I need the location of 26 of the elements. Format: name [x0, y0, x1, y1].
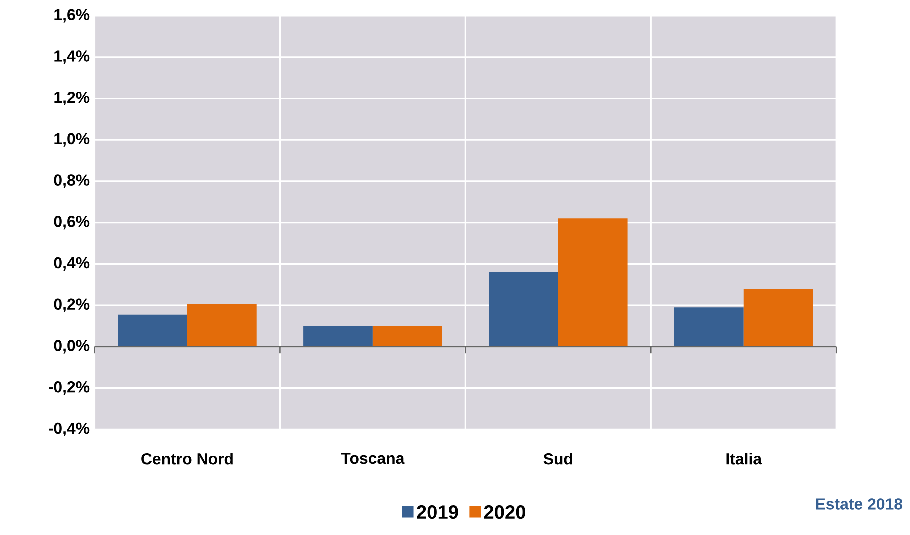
x-tick-label: Sud — [544, 453, 572, 465]
y-tick-label: 0,2% — [54, 298, 90, 312]
y-tick-label: 0,4% — [54, 257, 90, 271]
legend-label: 2020 — [484, 506, 526, 520]
bar — [304, 326, 373, 347]
legend-label: 2019 — [417, 506, 458, 520]
y-tick-label: 1,0% — [54, 133, 90, 147]
y-tick-label: 0,8% — [54, 174, 90, 188]
y-tick-label: 0,6% — [54, 216, 90, 230]
x-tick-label: Italia — [726, 453, 762, 465]
x-tick-label: Centro Nord — [142, 453, 233, 465]
bar — [187, 304, 257, 347]
bar — [372, 326, 442, 347]
y-tick-label: 0,0% — [54, 340, 90, 354]
bar — [489, 272, 558, 347]
y-tick-label: -0,2% — [49, 381, 90, 396]
y-tick-label: 1,2% — [54, 92, 90, 106]
x-tick-label: Toscana — [341, 453, 405, 464]
text: Estate 2018 — [816, 498, 903, 510]
bar — [674, 308, 744, 347]
y-tick-label: 1,6% — [54, 9, 90, 23]
y-tick-label: -0,4% — [49, 422, 90, 436]
bar — [744, 288, 814, 347]
y-tick-label: 1,4% — [54, 50, 90, 64]
bar — [118, 314, 188, 347]
bar — [558, 218, 628, 347]
